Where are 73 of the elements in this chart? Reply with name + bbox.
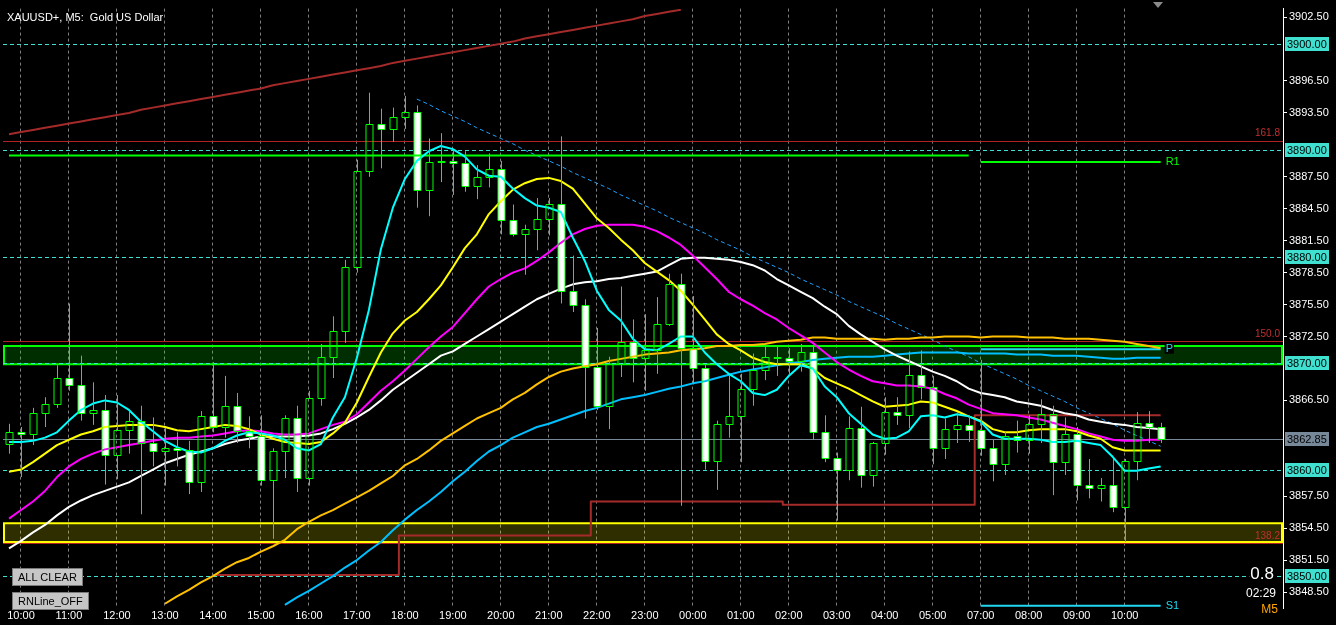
candlestick (1097, 477, 1106, 503)
candlestick (197, 410, 206, 493)
x-tick-label: 02:00 (774, 608, 803, 621)
candlestick (161, 427, 170, 487)
x-tick-label: 18:00 (391, 608, 419, 621)
x-tick-label: 16:00 (295, 608, 323, 621)
x-tick-label: 01:00 (727, 608, 755, 621)
x-tick-label: 20:00 (487, 608, 515, 621)
y-tick-label: 3848.50 (1289, 585, 1329, 598)
series-label: S1 (1165, 598, 1180, 611)
x-tick-label: 04:00 (870, 608, 899, 621)
ref-line-label: 3880.00 (1287, 250, 1327, 263)
x-tick-label: 07:00 (966, 608, 995, 621)
x-tick-label: 22:00 (583, 608, 611, 621)
line-series (416, 98, 1162, 447)
ref-line-label: 3860.00 (1287, 463, 1327, 476)
x-tick-label: 13:00 (151, 608, 179, 621)
series-label: R1 (1165, 154, 1180, 167)
text: 02:29 (1245, 586, 1277, 601)
x-tick-label: 10:00 (1110, 608, 1139, 621)
x-tick-label: 15:00 (247, 608, 275, 621)
ref-line-label: 3900.00 (1287, 37, 1327, 50)
annotation: 138.2 (1254, 529, 1281, 541)
y-tick-label: 3857.50 (1289, 489, 1329, 502)
candlestick (1025, 414, 1034, 455)
candlestick (125, 410, 134, 455)
candlestick (353, 159, 362, 274)
y-tick-label: 3872.50 (1289, 329, 1329, 342)
button: RNLine_OFF (12, 592, 89, 610)
candlestick (305, 390, 314, 487)
ref-line-label: 3890.00 (1287, 143, 1327, 156)
y-tick-label: 3878.50 (1289, 265, 1329, 278)
button: ALL CLEAR (12, 568, 83, 586)
y-tick-label: 3887.50 (1289, 169, 1329, 182)
ref-line-label: 3850.00 (1287, 569, 1327, 582)
y-tick-label: 3896.50 (1289, 74, 1329, 87)
chart-title: XAUUSD+, M5: Gold US Dollar (7, 10, 164, 23)
series-label: P (1165, 342, 1173, 355)
ref-line-label: 3870.00 (1287, 356, 1327, 369)
candlestick (953, 411, 962, 444)
y-tick-label: 3854.50 (1289, 521, 1329, 534)
x-tick-label: 03:00 (822, 608, 851, 621)
y-tick-label: 3881.50 (1289, 233, 1329, 246)
x-tick-label: 11:00 (55, 608, 83, 621)
y-tick-label: 3875.50 (1289, 297, 1329, 310)
y-tick-label: 3902.50 (1289, 10, 1329, 23)
y-tick-label: 3851.50 (1289, 553, 1329, 566)
y-tick-label: 3893.50 (1289, 105, 1329, 118)
x-tick-label: 10:00 (7, 608, 35, 621)
y-tick-label: 3884.50 (1289, 201, 1329, 214)
y-tick-label: 3866.50 (1289, 393, 1329, 406)
x-tick-label: 19:00 (439, 608, 467, 621)
x-tick-label: 14:00 (199, 608, 227, 621)
candlestick (533, 197, 542, 251)
candlestick (89, 381, 98, 426)
x-tick-label: 17:00 (343, 608, 371, 621)
annotation: 161.8 (1254, 127, 1281, 139)
x-tick-label: 21:00 (535, 608, 563, 621)
candlestick (725, 375, 734, 439)
ref-line-label: 3862.85 (1287, 432, 1327, 445)
annotation: 150.0 (1254, 328, 1281, 340)
candlestick (545, 197, 554, 236)
x-tick-label: 09:00 (1062, 608, 1091, 621)
candlestick (401, 95, 410, 130)
x-tick-label: 12:00 (103, 608, 131, 621)
x-tick-label: 23:00 (631, 608, 659, 621)
text: M5 (1261, 602, 1279, 617)
text: 0.8 (1250, 563, 1274, 583)
x-tick-label: 05:00 (918, 608, 947, 621)
x-tick-label: 08:00 (1014, 608, 1043, 621)
candlestick (5, 423, 14, 455)
x-tick-label: 00:00 (679, 608, 707, 621)
candlestick (521, 224, 530, 276)
